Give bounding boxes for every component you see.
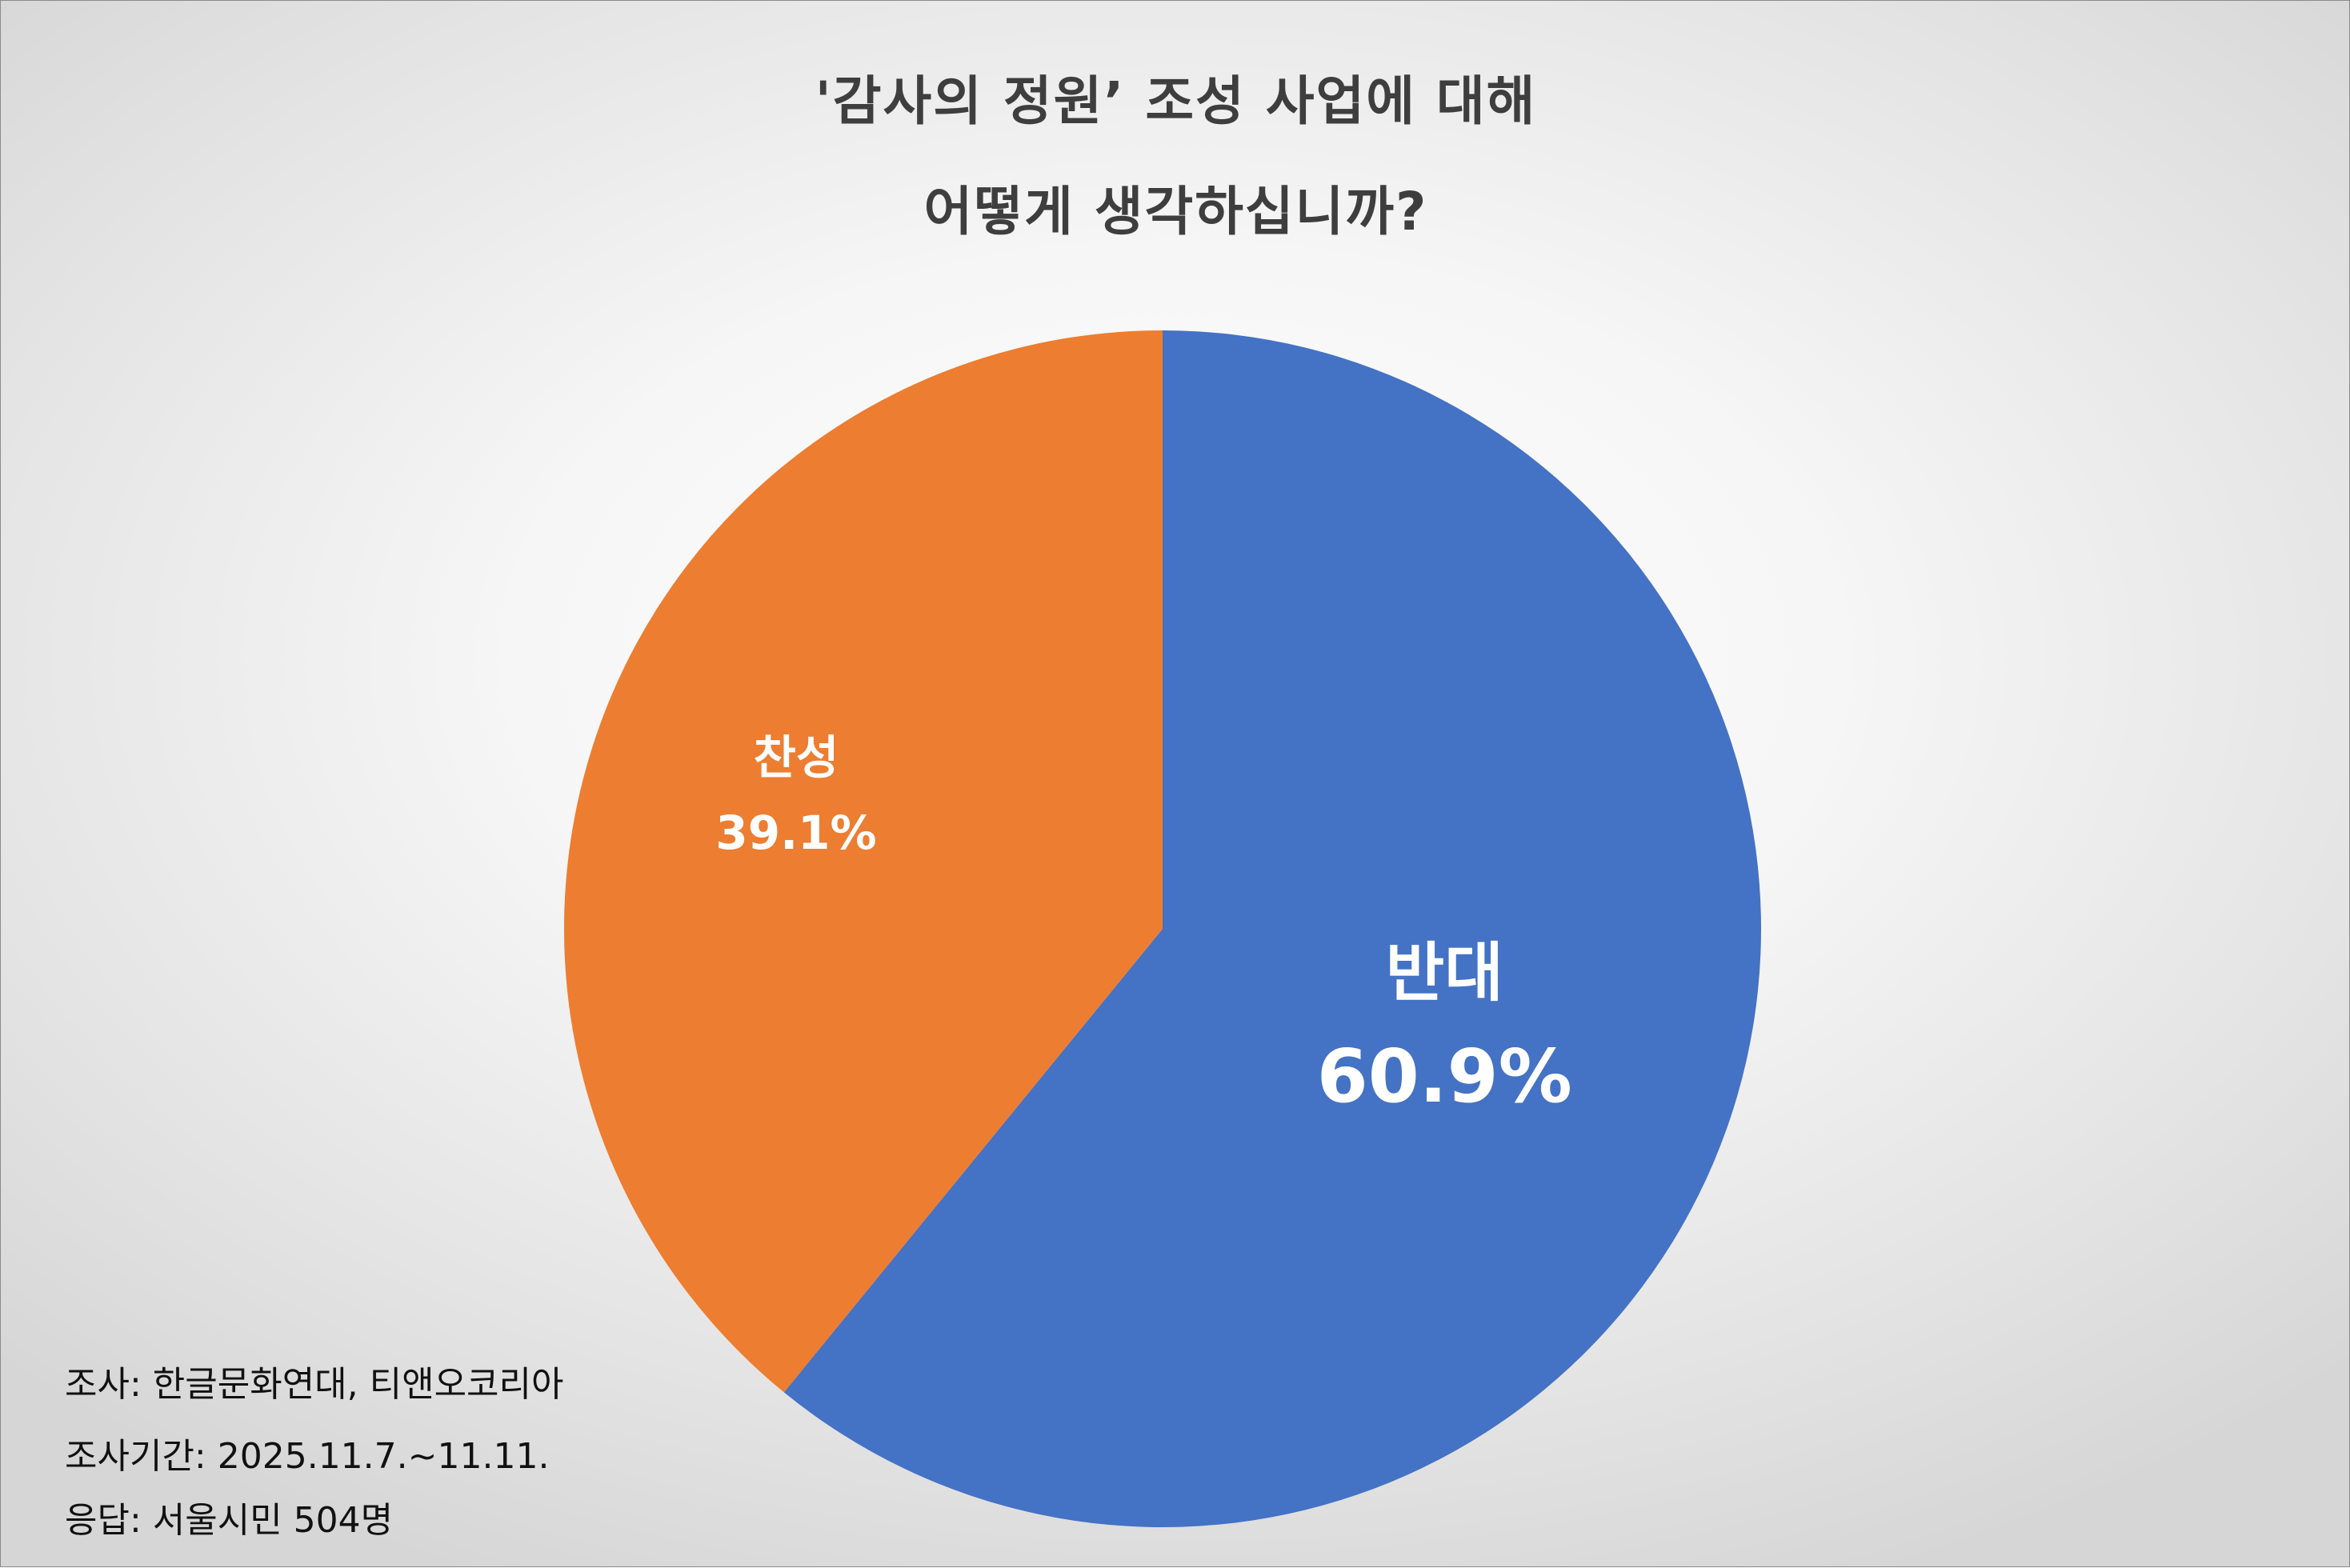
slice-value-support: 39.1%: [715, 806, 876, 860]
chart-title-line-1: '감사의 정원’ 조성 사업에 대해: [815, 70, 1537, 132]
slice-value-oppose: 60.9%: [1317, 1034, 1572, 1119]
pie-slice-support: [564, 330, 1163, 1393]
chart-title-line-2: 어떻게 생각하십니까?: [923, 181, 1428, 242]
footnote-survey-source: 조사: 한글문화연대, 티앤오코리아: [65, 1364, 564, 1405]
slice-label-support: 찬성: [754, 730, 839, 785]
footnote-respondents: 응답: 서울시민 504명: [65, 1500, 394, 1541]
slice-label-oppose: 반대: [1386, 936, 1503, 1010]
footnote-survey-period: 조사기간: 2025.11.7.~11.11.: [65, 1436, 550, 1477]
pie-slice-oppose: [783, 330, 1762, 1527]
